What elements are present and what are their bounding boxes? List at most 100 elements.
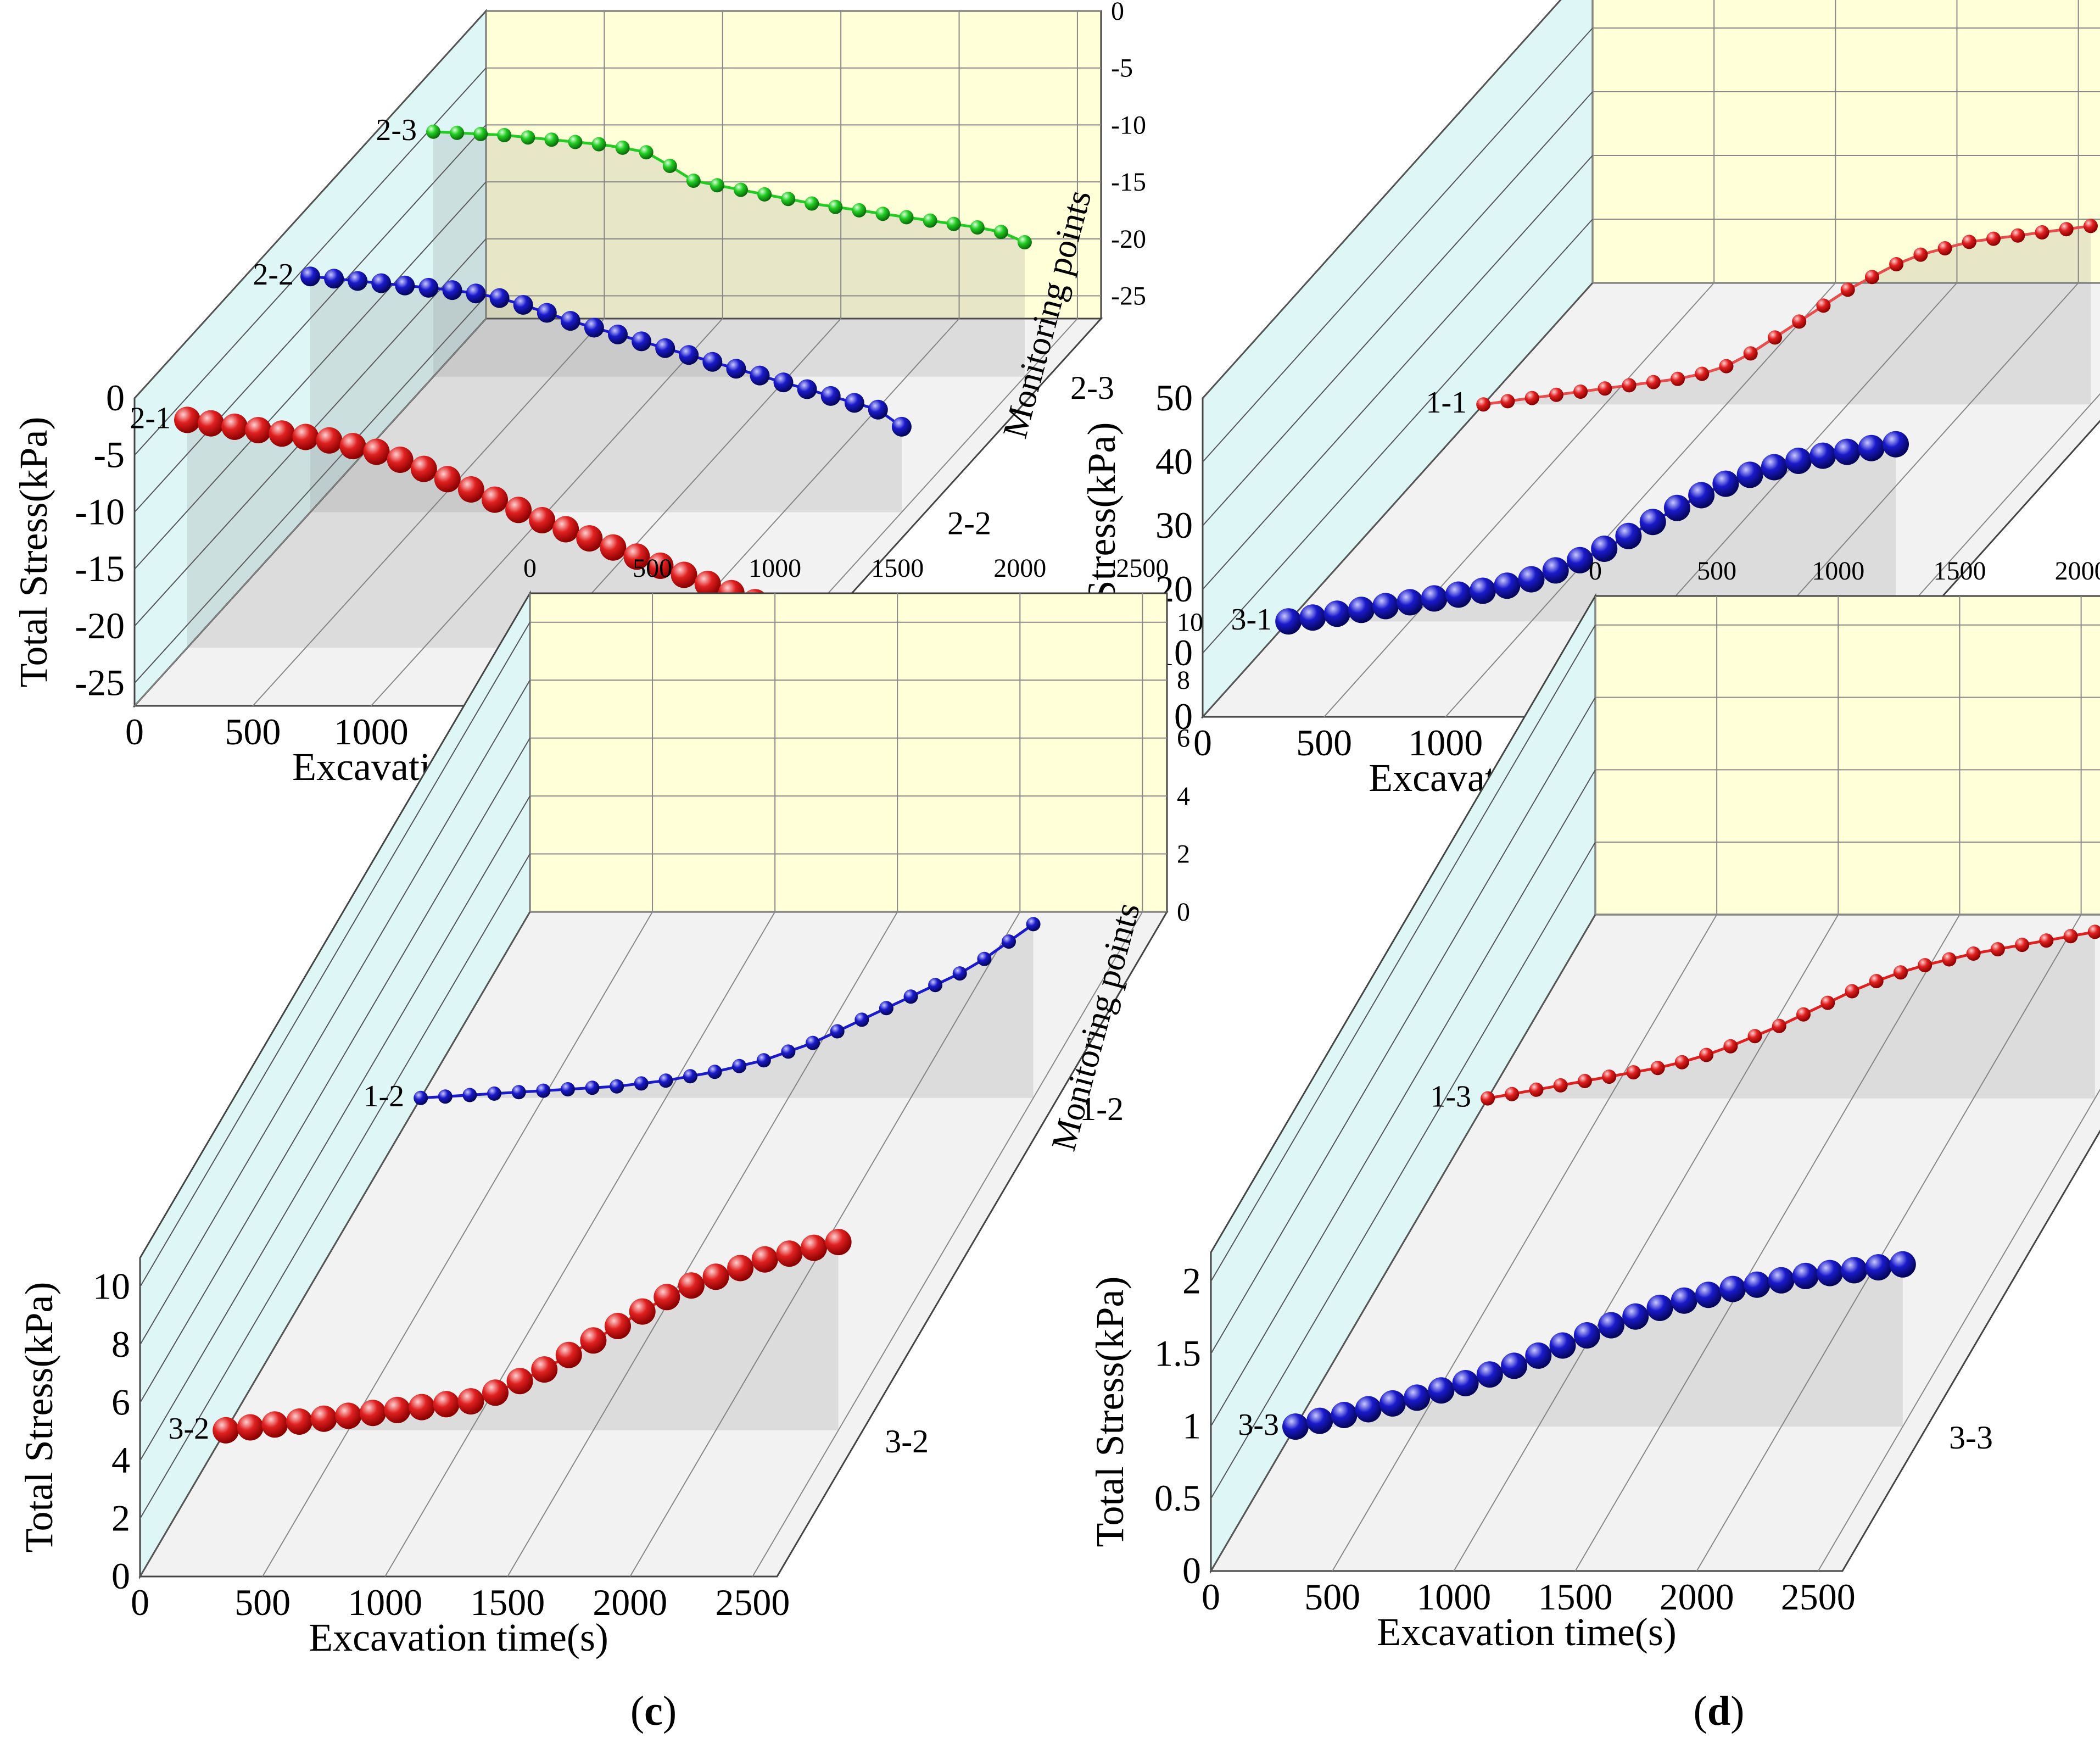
data-point-1-2: [1026, 917, 1041, 932]
data-point-1-3: [1918, 958, 1933, 973]
y-tick-label-back: 0: [1177, 898, 1190, 927]
x-tick-label-top: 1500: [1933, 556, 1986, 586]
y-tick-label: 30: [1155, 504, 1193, 546]
y-axis-title: Total Stress(kPa): [1088, 1277, 1132, 1547]
data-point-1-3: [1529, 1082, 1544, 1097]
data-point-3-3: [1428, 1377, 1455, 1404]
data-point-3-1: [1518, 566, 1545, 593]
data-point-3-2: [335, 1402, 362, 1429]
floor-grid: [1817, 1088, 2100, 1572]
x-tick-label-top: 2000: [933, 0, 986, 1]
floor-grid: [752, 911, 1143, 1577]
data-point-1-3: [1820, 995, 1835, 1010]
y-tick-label-back: -25: [1111, 282, 1146, 311]
data-point-3-1: [1275, 608, 1302, 635]
series-label-left: 1-2: [364, 1079, 405, 1113]
x-tick-label-top: 0: [523, 554, 537, 583]
wall-grid: [134, 124, 487, 513]
y-tick-label: 6: [111, 1382, 130, 1423]
data-point-2-3: [450, 125, 465, 140]
floor-grid: [384, 911, 776, 1577]
data-point-3-2: [506, 1368, 533, 1395]
x-tick-label: 1000: [1408, 722, 1483, 764]
series-label-left: 2-1: [130, 401, 171, 435]
data-point-3-3: [1573, 1322, 1600, 1349]
data-point-3-3: [1889, 1251, 1916, 1278]
data-point-2-2: [395, 275, 415, 296]
data-point-2-1: [457, 476, 484, 503]
series-label-right: 3-2: [885, 1423, 929, 1460]
y-tick-label: 1: [1182, 1405, 1201, 1446]
data-point-2-3: [875, 207, 890, 221]
data-point-3-3: [1792, 1262, 1819, 1289]
wall-grid: [134, 295, 487, 684]
data-point-1-3: [1942, 952, 1957, 967]
series-shadow: [187, 420, 779, 648]
data-point-3-3: [1476, 1361, 1503, 1388]
data-point-2-2: [868, 399, 888, 420]
data-point-3-1: [1323, 600, 1350, 627]
data-point-1-1: [1695, 366, 1710, 381]
data-point-1-3: [1650, 1061, 1665, 1076]
data-point-3-3: [1404, 1384, 1431, 1411]
data-point-2-2: [560, 311, 580, 331]
y-tick-label: 2: [1182, 1260, 1201, 1302]
y-tick-label: 1.5: [1154, 1333, 1201, 1374]
data-point-1-3: [1966, 946, 1981, 961]
data-point-1-3: [1772, 1018, 1786, 1033]
wall-grid: [1210, 697, 1596, 1355]
data-point-1-2: [806, 1035, 820, 1050]
x-tick-label: 500: [225, 711, 281, 753]
data-point-1-1: [1549, 387, 1563, 402]
data-point-2-3: [734, 182, 748, 197]
data-point-3-2: [310, 1405, 337, 1432]
x-tick-label: 2500: [1781, 1576, 1856, 1618]
data-point-3-1: [1397, 589, 1423, 616]
data-point-3-1: [1688, 482, 1715, 509]
data-point-1-1: [2010, 228, 2025, 243]
data-point-1-1: [1743, 346, 1758, 361]
data-point-3-3: [1719, 1275, 1746, 1302]
panel-label-letter: c: [644, 1688, 663, 1734]
data-point-3-3: [1695, 1282, 1722, 1308]
data-point-3-1: [1494, 572, 1521, 599]
data-point-1-2: [462, 1088, 477, 1102]
data-point-1-2: [487, 1086, 501, 1101]
y-tick-label: 8: [111, 1323, 130, 1365]
data-point-2-1: [387, 447, 414, 473]
y-tick-label-back: 6: [1177, 724, 1190, 753]
data-point-3-3: [1865, 1254, 1892, 1281]
data-point-3-1: [1372, 593, 1399, 620]
data-point-1-1: [1622, 378, 1637, 393]
data-point-1-2: [414, 1090, 428, 1105]
data-point-2-3: [923, 213, 937, 228]
data-point-1-2: [658, 1073, 673, 1088]
y-tick-label-back: -5: [1111, 54, 1133, 83]
data-point-1-1: [1671, 371, 1685, 386]
x-tick-label: 1000: [1416, 1576, 1491, 1618]
y-tick-label-back: 8: [1177, 666, 1190, 695]
panel-label-letter: d: [1707, 1688, 1730, 1734]
data-point-2-3: [1017, 235, 1032, 249]
data-point-2-2: [371, 273, 392, 293]
x-tick-label: 1000: [334, 711, 409, 753]
data-point-3-1: [1761, 454, 1788, 481]
data-point-2-2: [418, 277, 439, 298]
data-point-3-3: [1331, 1402, 1358, 1428]
series-shadow: [1488, 932, 2095, 1099]
wall-grid: [139, 854, 530, 1519]
data-point-2-1: [269, 420, 295, 447]
data-point-1-1: [1573, 385, 1588, 399]
y-axis-title: Total Stress(kPa): [17, 1282, 61, 1553]
data-point-1-1: [1598, 381, 1612, 396]
y-tick-label-back: 4: [1177, 782, 1190, 811]
data-point-1-2: [707, 1065, 722, 1079]
data-point-1-3: [2087, 924, 2100, 939]
data-point-3-2: [433, 1391, 460, 1418]
data-point-2-3: [852, 203, 867, 218]
data-point-1-3: [1577, 1074, 1592, 1088]
data-point-1-2: [610, 1079, 624, 1094]
wall-grid: [1210, 842, 1596, 1499]
data-point-2-3: [426, 124, 440, 139]
data-point-1-2: [536, 1083, 551, 1098]
